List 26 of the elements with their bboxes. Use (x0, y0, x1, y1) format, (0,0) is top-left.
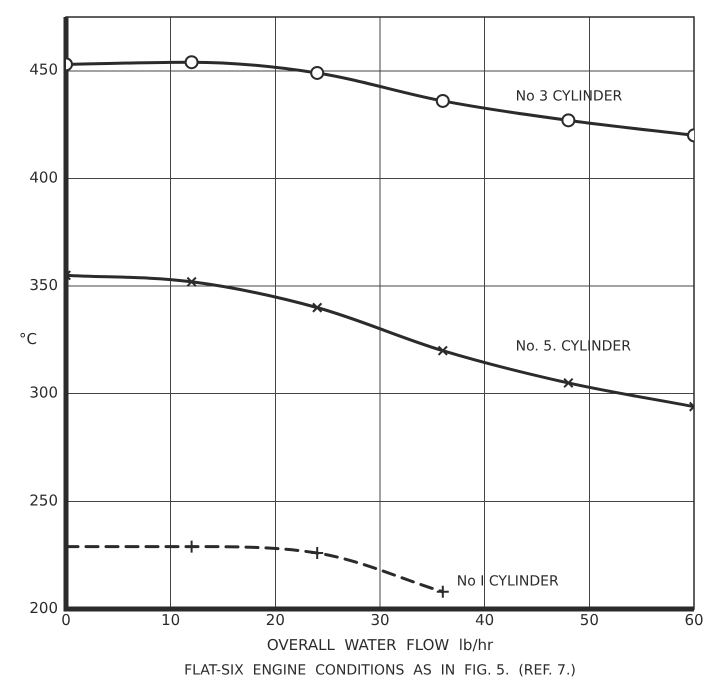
point (312, 302, 322, 313)
x-tick-label: 50 (580, 610, 599, 629)
x-axis-title: OVERALL WATER FLOW lb/hr (266, 636, 494, 654)
point (186, 276, 197, 288)
x-tick-label: 60 (684, 610, 704, 629)
y-tick-label: 450 (29, 60, 58, 79)
point (184, 55, 199, 70)
x-tick-label: 0 (61, 610, 71, 629)
point (436, 584, 450, 599)
point (310, 66, 324, 80)
y-tick-label: 350 (29, 276, 58, 294)
y-tick-label: 200 (29, 598, 58, 617)
y-tick-label: 250 (29, 491, 58, 510)
point (310, 546, 324, 560)
x-tick-label: 10 (161, 610, 180, 629)
point (438, 345, 448, 356)
point (436, 94, 450, 108)
y-tick-label: 400 (29, 168, 58, 186)
y-tick-label: 300 (29, 384, 58, 402)
y-axis-title: °C (19, 330, 37, 348)
x-tick-label: 40 (475, 610, 494, 629)
x-tick-label: 30 (370, 610, 390, 629)
series-label: No I CYLINDER (456, 573, 559, 590)
text: FLAT-SIX ENGINE CONDITIONS AS IN FIG. 5. (REF. 7.) (184, 662, 576, 679)
x-tick-label: 20 (266, 610, 285, 629)
point (561, 113, 576, 128)
